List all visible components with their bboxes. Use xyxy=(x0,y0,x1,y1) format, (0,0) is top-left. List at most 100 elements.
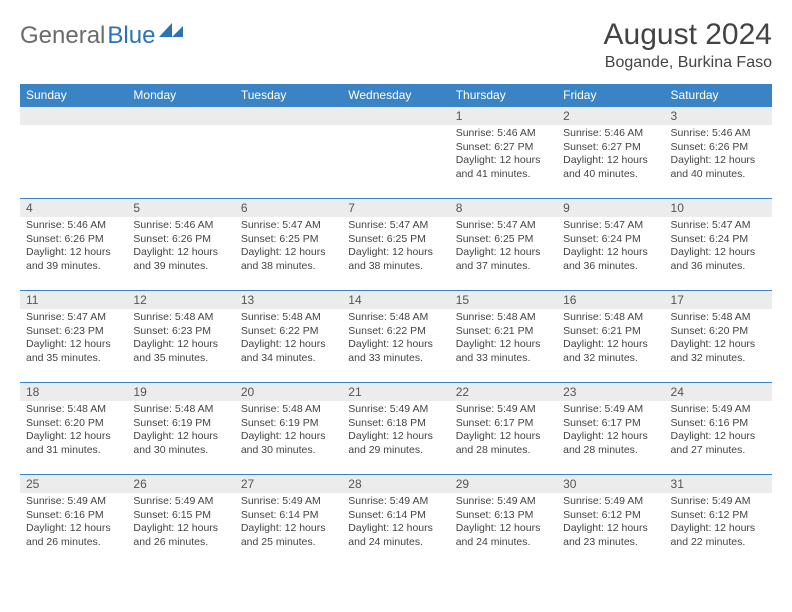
day-number: 23 xyxy=(557,383,664,401)
day-details: Sunrise: 5:47 AMSunset: 6:24 PMDaylight:… xyxy=(665,217,772,278)
day-number: 17 xyxy=(665,291,772,309)
daylight-line: Daylight: 12 hours and 35 minutes. xyxy=(133,338,228,365)
calendar-cell: 18 Sunrise: 5:48 AMSunset: 6:20 PMDayligh… xyxy=(20,383,127,475)
sunrise-line: Sunrise: 5:46 AM xyxy=(133,219,228,233)
day-number: 6 xyxy=(235,199,342,217)
day-number: 18 xyxy=(20,383,127,401)
day-number: 27 xyxy=(235,475,342,493)
sunrise-line: Sunrise: 5:49 AM xyxy=(348,403,443,417)
daylight-line: Daylight: 12 hours and 34 minutes. xyxy=(241,338,336,365)
day-number xyxy=(235,107,342,125)
daylight-line: Daylight: 12 hours and 31 minutes. xyxy=(26,430,121,457)
sunrise-line: Sunrise: 5:48 AM xyxy=(26,403,121,417)
sunset-line: Sunset: 6:20 PM xyxy=(26,417,121,431)
calendar-cell: 10Sunrise: 5:47 AMSunset: 6:24 PMDayligh… xyxy=(665,199,772,291)
day-number: 29 xyxy=(450,475,557,493)
day-details: Sunrise: 5:49 AMSunset: 6:12 PMDaylight:… xyxy=(557,493,664,554)
day-details: Sunrise: 5:49 AMSunset: 6:13 PMDaylight:… xyxy=(450,493,557,554)
sunrise-line: Sunrise: 5:49 AM xyxy=(133,495,228,509)
day-details: Sunrise: 5:49 AMSunset: 6:16 PMDaylight:… xyxy=(20,493,127,554)
day-number: 20 xyxy=(235,383,342,401)
day-number: 19 xyxy=(127,383,234,401)
day-number: 8 xyxy=(450,199,557,217)
page-title: August 2024 xyxy=(604,18,772,52)
calendar-cell: 8Sunrise: 5:47 AMSunset: 6:25 PMDaylight… xyxy=(450,199,557,291)
day-details: Sunrise: 5:49 AMSunset: 6:14 PMDaylight:… xyxy=(342,493,449,554)
sunset-line: Sunset: 6:25 PM xyxy=(456,233,551,247)
sunset-line: Sunset: 6:13 PM xyxy=(456,509,551,523)
sunset-line: Sunset: 6:19 PM xyxy=(133,417,228,431)
day-number: 10 xyxy=(665,199,772,217)
sunrise-line: Sunrise: 5:48 AM xyxy=(133,311,228,325)
sunset-line: Sunset: 6:14 PM xyxy=(348,509,443,523)
daylight-line: Daylight: 12 hours and 30 minutes. xyxy=(241,430,336,457)
calendar-cell xyxy=(235,107,342,199)
day-number: 1 xyxy=(450,107,557,125)
day-number: 16 xyxy=(557,291,664,309)
calendar-cell: 12Sunrise: 5:48 AMSunset: 6:23 PMDayligh… xyxy=(127,291,234,383)
calendar-cell: 15Sunrise: 5:48 AMSunset: 6:21 PMDayligh… xyxy=(450,291,557,383)
sunrise-line: Sunrise: 5:48 AM xyxy=(671,311,766,325)
calendar-cell: 22Sunrise: 5:49 AMSunset: 6:17 PMDayligh… xyxy=(450,383,557,475)
day-details: Sunrise: 5:47 AMSunset: 6:24 PMDaylight:… xyxy=(557,217,664,278)
calendar-cell: 2Sunrise: 5:46 AMSunset: 6:27 PMDaylight… xyxy=(557,107,664,199)
calendar-cell: 5Sunrise: 5:46 AMSunset: 6:26 PMDaylight… xyxy=(127,199,234,291)
day-details: Sunrise: 5:48 AMSunset: 6:21 PMDaylight:… xyxy=(450,309,557,370)
sunrise-line: Sunrise: 5:49 AM xyxy=(563,403,658,417)
brand-name-blue: Blue xyxy=(107,22,155,50)
daylight-line: Daylight: 12 hours and 38 minutes. xyxy=(348,246,443,273)
sunrise-line: Sunrise: 5:47 AM xyxy=(456,219,551,233)
sunrise-line: Sunrise: 5:48 AM xyxy=(241,403,336,417)
day-details: Sunrise: 5:49 AMSunset: 6:18 PMDaylight:… xyxy=(342,401,449,462)
daylight-line: Daylight: 12 hours and 39 minutes. xyxy=(133,246,228,273)
day-details: Sunrise: 5:47 AMSunset: 6:23 PMDaylight:… xyxy=(20,309,127,370)
day-details: Sunrise: 5:48 AMSunset: 6:19 PMDaylight:… xyxy=(235,401,342,462)
calendar-cell: 25Sunrise: 5:49 AMSunset: 6:16 PMDayligh… xyxy=(20,475,127,567)
header-row: GeneralBlue August 2024 Bogande, Burkina… xyxy=(20,18,772,72)
calendar-cell xyxy=(20,107,127,199)
daylight-line: Daylight: 12 hours and 36 minutes. xyxy=(563,246,658,273)
calendar-cell: 24Sunrise: 5:49 AMSunset: 6:16 PMDayligh… xyxy=(665,383,772,475)
sunset-line: Sunset: 6:17 PM xyxy=(563,417,658,431)
sunset-line: Sunset: 6:25 PM xyxy=(241,233,336,247)
day-number: 26 xyxy=(127,475,234,493)
calendar-cell: 26Sunrise: 5:49 AMSunset: 6:15 PMDayligh… xyxy=(127,475,234,567)
sunset-line: Sunset: 6:16 PM xyxy=(26,509,121,523)
day-details: Sunrise: 5:49 AMSunset: 6:16 PMDaylight:… xyxy=(665,401,772,462)
calendar-cell: 9Sunrise: 5:47 AMSunset: 6:24 PMDaylight… xyxy=(557,199,664,291)
day-details: Sunrise: 5:49 AMSunset: 6:12 PMDaylight:… xyxy=(665,493,772,554)
weekday-header: Tuesday xyxy=(235,84,342,107)
daylight-line: Daylight: 12 hours and 25 minutes. xyxy=(241,522,336,549)
daylight-line: Daylight: 12 hours and 40 minutes. xyxy=(563,154,658,181)
sunrise-line: Sunrise: 5:49 AM xyxy=(348,495,443,509)
day-number: 14 xyxy=(342,291,449,309)
sunrise-line: Sunrise: 5:49 AM xyxy=(241,495,336,509)
day-details: Sunrise: 5:49 AMSunset: 6:17 PMDaylight:… xyxy=(557,401,664,462)
daylight-line: Daylight: 12 hours and 28 minutes. xyxy=(563,430,658,457)
sunrise-line: Sunrise: 5:49 AM xyxy=(671,495,766,509)
sunrise-line: Sunrise: 5:48 AM xyxy=(241,311,336,325)
calendar-cell xyxy=(127,107,234,199)
weekday-header: Monday xyxy=(127,84,234,107)
day-number: 3 xyxy=(665,107,772,125)
calendar-row: 1Sunrise: 5:46 AMSunset: 6:27 PMDaylight… xyxy=(20,107,772,199)
sunset-line: Sunset: 6:23 PM xyxy=(133,325,228,339)
day-number xyxy=(20,107,127,125)
day-number: 25 xyxy=(20,475,127,493)
calendar-cell: 7Sunrise: 5:47 AMSunset: 6:25 PMDaylight… xyxy=(342,199,449,291)
calendar-cell: 4Sunrise: 5:46 AMSunset: 6:26 PMDaylight… xyxy=(20,199,127,291)
day-number: 5 xyxy=(127,199,234,217)
daylight-line: Daylight: 12 hours and 32 minutes. xyxy=(563,338,658,365)
calendar-cell: 30Sunrise: 5:49 AMSunset: 6:12 PMDayligh… xyxy=(557,475,664,567)
sunset-line: Sunset: 6:14 PM xyxy=(241,509,336,523)
sunrise-line: Sunrise: 5:47 AM xyxy=(241,219,336,233)
calendar-cell: 3Sunrise: 5:46 AMSunset: 6:26 PMDaylight… xyxy=(665,107,772,199)
calendar-cell: 23Sunrise: 5:49 AMSunset: 6:17 PMDayligh… xyxy=(557,383,664,475)
day-number xyxy=(127,107,234,125)
sunrise-line: Sunrise: 5:47 AM xyxy=(671,219,766,233)
sunrise-line: Sunrise: 5:46 AM xyxy=(26,219,121,233)
daylight-line: Daylight: 12 hours and 38 minutes. xyxy=(241,246,336,273)
calendar-row: 4Sunrise: 5:46 AMSunset: 6:26 PMDaylight… xyxy=(20,199,772,291)
daylight-line: Daylight: 12 hours and 28 minutes. xyxy=(456,430,551,457)
sunset-line: Sunset: 6:21 PM xyxy=(563,325,658,339)
